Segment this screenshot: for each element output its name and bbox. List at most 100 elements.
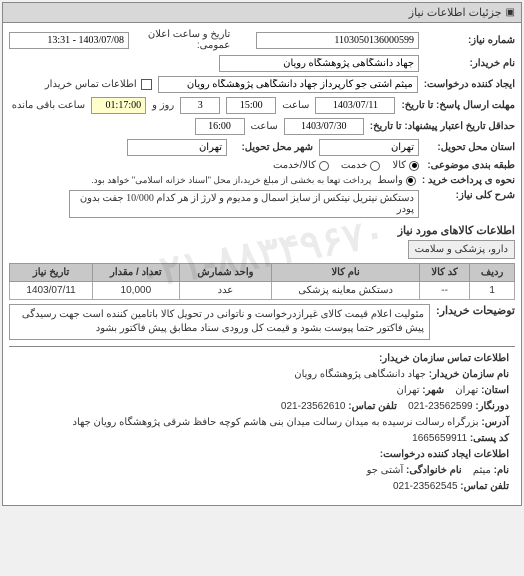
remaining-time-label: ساعت باقی مانده <box>12 100 85 111</box>
row-buyer-name: نام خریدار: <box>9 55 515 72</box>
creator-input[interactable] <box>158 76 418 93</box>
radio-service-label: خدمت <box>341 160 368 171</box>
buyer-contact-checkbox-label: اطلاعات تماس خریدار <box>45 79 137 90</box>
panel-title: جزئیات اطلاعات نیاز <box>409 6 502 19</box>
th-unit: واحد شمارش <box>179 264 272 282</box>
city-label: شهر محل تحویل: <box>233 142 313 153</box>
buyer-name-input[interactable] <box>219 55 419 72</box>
row-payment: نحوه ی پرداخت خرید : واسط پرداخت تهعا به… <box>9 175 515 186</box>
payment-label: نحوه ی پرداخت خرید : <box>422 175 515 186</box>
fax: 23562599-021 <box>408 401 473 412</box>
th-name: نام کالا <box>272 264 420 282</box>
creator-phone-label: تلفن تماس: <box>460 481 509 492</box>
row-province: استان محل تحویل: شهر محل تحویل: <box>9 139 515 156</box>
td-date: 1403/07/11 <box>10 282 93 300</box>
subject-radio-group: کالا خدمت کالا/خدمت <box>273 160 419 171</box>
buyer-contact-checkbox-wrap[interactable]: اطلاعات تماس خریدار <box>45 79 152 90</box>
address: بزرگراه رسالت نرسیده به میدان رسالت میدا… <box>72 417 478 428</box>
items-section-title: اطلاعات کالاهای مورد نیاز <box>9 224 515 237</box>
radio-goods-service[interactable]: کالا/خدمت <box>273 160 329 171</box>
buyer-name-label: نام خریدار: <box>425 58 515 69</box>
subject-group-label: طبقه بندی موضوعی: <box>425 160 515 171</box>
creator-last: آشتی جو <box>367 465 404 476</box>
city-input[interactable] <box>127 139 227 156</box>
delivery-date-input[interactable] <box>284 118 364 135</box>
announce-dt-label: تاریخ و ساعت اعلان عمومی: <box>135 29 230 51</box>
org-name-label: نام سازمان خریدار: <box>429 369 509 380</box>
payment-note: پرداخت تهعا به بخشی از مبلغ خرید،از محل … <box>91 175 371 186</box>
row-category: دارو، پزشکی و سلامت <box>9 240 515 259</box>
deadline-label: مهلت ارسال پاسخ: تا تاریخ: <box>401 100 515 111</box>
deadline-date-input[interactable] <box>315 97 395 114</box>
province2: تهران <box>455 385 478 396</box>
radio-service-dot <box>370 161 380 171</box>
panel-body: شماره نیاز: تاریخ و ساعت اعلان عمومی: نا… <box>3 23 521 505</box>
radio-intermediate-label: واسط <box>377 175 402 186</box>
radio-goods[interactable]: کالا <box>392 160 419 171</box>
contact-section: اطلاعات تماس سازمان خریدار: نام سازمان خ… <box>9 346 515 499</box>
row-request-number: شماره نیاز: تاریخ و ساعت اعلان عمومی: <box>9 29 515 51</box>
radio-goods-service-label: کالا/خدمت <box>273 160 316 171</box>
table-header-row: ردیف کد کالا نام کالا واحد شمارش تعداد /… <box>10 264 515 282</box>
radio-service[interactable]: خدمت <box>341 160 381 171</box>
province-input[interactable] <box>319 139 419 156</box>
city2: تهران <box>396 385 419 396</box>
announce-dt-input[interactable] <box>9 32 129 49</box>
row-description: شرح کلی نیاز: دستکش نیتریل نیتکس از سایز… <box>9 190 515 218</box>
table-row: 1 -- دستکش معاینه پزشکی عدد 10,000 1403/… <box>10 282 515 300</box>
deadline-time-input[interactable] <box>226 97 276 114</box>
postal-label: کد پستی: <box>470 433 509 444</box>
td-row: 1 <box>470 282 515 300</box>
city2-label: شهر: <box>422 385 444 396</box>
row-creator: ایجاد کننده درخواست: اطلاعات تماس خریدار <box>9 76 515 93</box>
description-box[interactable]: دستکش نیتریل نیتکس از سایز اسمال و مدیوم… <box>69 190 419 218</box>
notes-box: مئولیت اعلام قیمت کالای غیرازدرخواست و ن… <box>9 304 430 340</box>
province2-label: استان: <box>481 385 509 396</box>
phone-label: تلفن تماس: <box>348 401 397 412</box>
radio-goods-label: کالا <box>392 160 406 171</box>
creator-info-label: اطلاعات ایجاد کننده درخواست: <box>15 447 509 463</box>
th-qty: تعداد / مقدار <box>93 264 179 282</box>
buyer-contact-checkbox[interactable] <box>141 79 152 90</box>
radio-intermediate-dot <box>406 176 416 186</box>
org-name: جهاد دانشگاهی پژوهشگاه رویان <box>294 369 426 380</box>
remaining-days-input[interactable] <box>180 97 220 114</box>
postal: 1665659911 <box>412 433 467 444</box>
panel-header: ▣ جزئیات اطلاعات نیاز <box>3 3 521 23</box>
time-label-1: ساعت <box>282 100 309 111</box>
address-label: آدرس: <box>481 417 509 428</box>
td-name: دستکش معاینه پزشکی <box>272 282 420 300</box>
th-code: کد کالا <box>419 264 469 282</box>
contact-section-title: اطلاعات تماس سازمان خریدار: <box>15 351 509 367</box>
notes-label: توضیحات خریدار: <box>436 304 515 317</box>
request-number-input[interactable] <box>256 32 419 49</box>
main-panel: ▣ جزئیات اطلاعات نیاز شماره نیاز: تاریخ … <box>2 2 522 506</box>
th-date: تاریخ نیاز <box>10 264 93 282</box>
creator-name: میثم <box>473 465 491 476</box>
panel-icon: ▣ <box>506 7 515 18</box>
time-label-2: ساعت <box>251 121 278 132</box>
radio-goods-service-dot <box>319 161 329 171</box>
category-box: دارو، پزشکی و سلامت <box>408 240 515 259</box>
request-number-label: شماره نیاز: <box>425 35 515 46</box>
fax-label: دورنگار: <box>475 401 509 412</box>
row-subject-group: طبقه بندی موضوعی: کالا خدمت کالا/خدمت <box>9 160 515 171</box>
row-deadline: مهلت ارسال پاسخ: تا تاریخ: ساعت روز و سا… <box>9 97 515 114</box>
th-row: ردیف <box>470 264 515 282</box>
creator-last-label: نام خانوادگی: <box>406 465 462 476</box>
province-label: استان محل تحویل: <box>425 142 515 153</box>
remaining-days-label: روز و <box>152 100 174 111</box>
creator-name-label: نام: <box>494 465 509 476</box>
row-delivery-deadline: حداقل تاریخ اعتبار پیشنهاد: تا تاریخ: سا… <box>9 118 515 135</box>
td-code: -- <box>419 282 469 300</box>
row-notes: توضیحات خریدار: مئولیت اعلام قیمت کالای … <box>9 304 515 340</box>
td-unit: عدد <box>179 282 272 300</box>
remaining-time-input[interactable] <box>91 97 146 114</box>
creator-phone: 23562545-021 <box>393 481 458 492</box>
creator-label: ایجاد کننده درخواست: <box>424 79 515 90</box>
delivery-deadline-label: حداقل تاریخ اعتبار پیشنهاد: تا تاریخ: <box>370 121 515 132</box>
radio-intermediate[interactable]: واسط <box>377 175 415 186</box>
delivery-time-input[interactable] <box>195 118 245 135</box>
description-label: شرح کلی نیاز: <box>425 190 515 201</box>
items-table: ردیف کد کالا نام کالا واحد شمارش تعداد /… <box>9 263 515 300</box>
